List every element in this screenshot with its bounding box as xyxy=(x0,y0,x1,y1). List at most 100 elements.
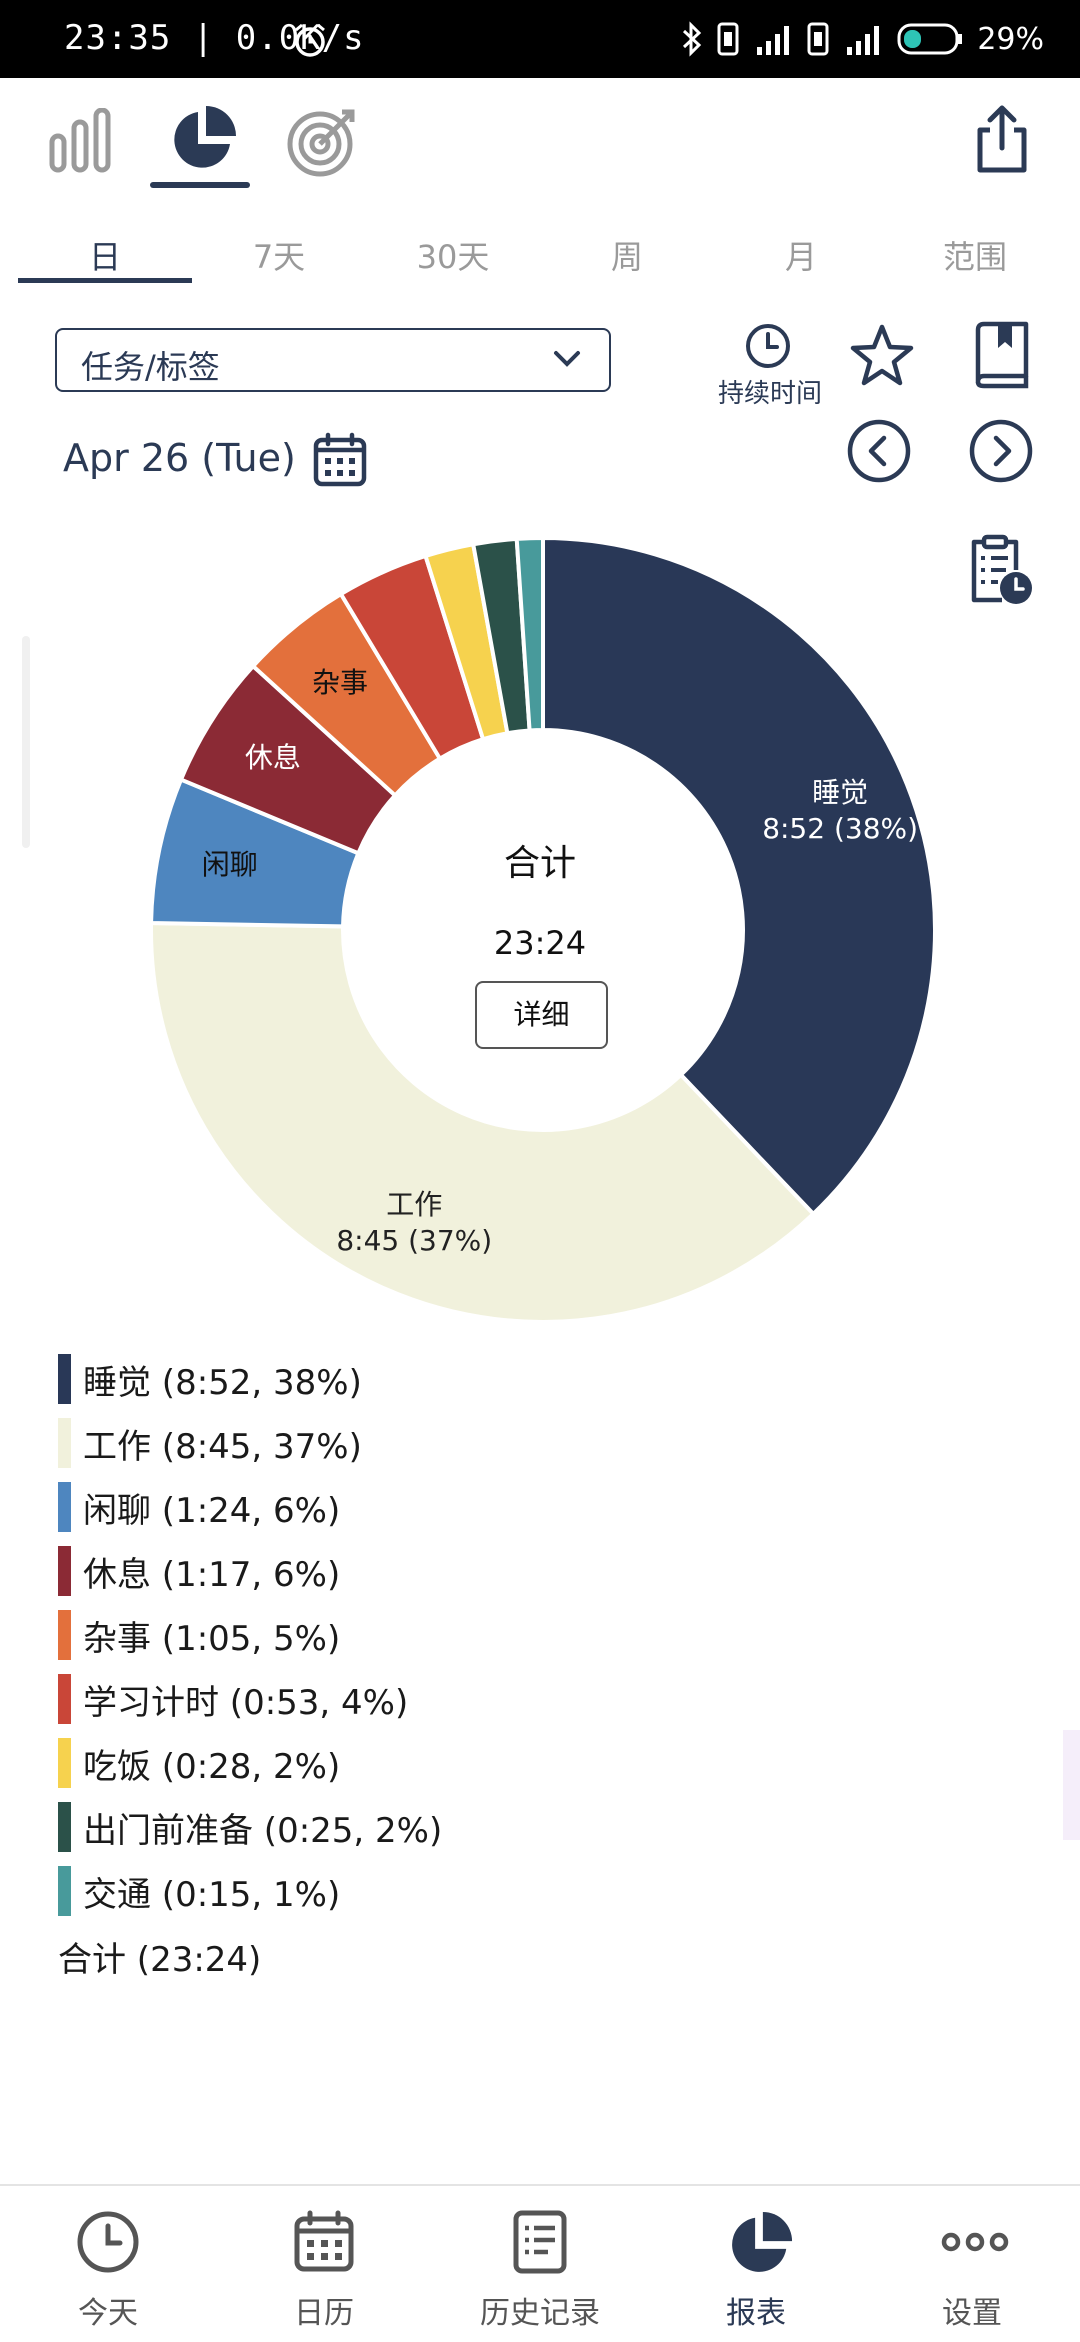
slice-label-0: 睡觉 8:52 (38%) xyxy=(720,775,960,847)
tab-day[interactable]: 日 xyxy=(88,238,121,276)
pie-slice-8[interactable] xyxy=(514,535,545,733)
nav-label: 报表 xyxy=(726,2296,786,2331)
nav-history[interactable]: 历史记录 xyxy=(432,2186,648,2342)
battery-icon xyxy=(897,23,963,55)
chart-center-total: 23:24 xyxy=(493,924,587,962)
legend-swatch xyxy=(58,1418,71,1468)
legend-item[interactable]: 出门前准备 (0:25, 2%) xyxy=(58,1802,442,1852)
slice-label-value: 8:52 (38%) xyxy=(762,812,919,846)
slice-label-name: 工作 xyxy=(386,1187,443,1221)
pie-chart-icon xyxy=(732,2211,793,2272)
slice-label-3: 休息 xyxy=(153,740,393,776)
tab-range[interactable]: 范围 xyxy=(942,238,1007,276)
dropdown-value: 任务/标签 xyxy=(81,348,220,386)
legend-swatch xyxy=(58,1546,71,1596)
legend-label: 闲聊 (1:24, 6%) xyxy=(83,1490,341,1531)
battery-percent: 29% xyxy=(977,21,1044,57)
scroll-indicator xyxy=(22,636,30,848)
legend-item[interactable]: 睡觉 (8:52, 38%) xyxy=(58,1354,362,1404)
donut-hole xyxy=(345,732,741,1128)
slice-label-name: 休息 xyxy=(244,741,301,775)
legend-item[interactable]: 交通 (0:15, 1%) xyxy=(58,1866,340,1916)
legend-swatch xyxy=(58,1802,71,1852)
prev-day-icon[interactable] xyxy=(846,418,912,484)
share-icon[interactable] xyxy=(974,104,1030,174)
legend-item[interactable]: 杂事 (1:05, 5%) xyxy=(58,1610,340,1660)
slice-label-name: 杂事 xyxy=(312,665,369,699)
legend-item[interactable]: 工作 (8:45, 37%) xyxy=(58,1418,362,1468)
legend-label: 交通 (0:15, 1%) xyxy=(83,1874,341,1915)
tab-active-indicator xyxy=(18,278,192,283)
calendar-icon xyxy=(294,2210,354,2272)
chart-center-title: 合计 xyxy=(503,843,576,884)
clock-icon[interactable] xyxy=(744,322,792,370)
sim2-icon xyxy=(807,22,829,56)
more-dots-icon xyxy=(941,2232,1009,2252)
next-day-icon[interactable] xyxy=(968,418,1034,484)
pie-chart xyxy=(149,535,937,1324)
slice-label-1: 工作 8:45 (37%) xyxy=(294,1187,534,1259)
legend-swatch xyxy=(58,1482,71,1532)
calendar-icon[interactable] xyxy=(312,432,368,488)
bar-chart-icon[interactable] xyxy=(48,108,112,174)
legend-label: 休息 (1:17, 6%) xyxy=(83,1554,341,1595)
nav-label: 历史记录 xyxy=(480,2296,600,2331)
pie-slice-1[interactable] xyxy=(149,920,817,1324)
mode-active-indicator xyxy=(150,182,250,188)
pie-slice-0[interactable] xyxy=(541,535,937,1217)
period-tabs: 日 7天 30天 周 月 范围 xyxy=(18,232,1062,280)
slice-label-value: 8:45 (37%) xyxy=(336,1223,493,1257)
signal-4g-icon xyxy=(757,26,790,55)
nav-reports[interactable]: 报表 xyxy=(648,2186,864,2342)
signal-4g-icon xyxy=(847,26,880,55)
legend-label: 工作 (8:45, 37%) xyxy=(83,1426,362,1467)
tab-week[interactable]: 周 xyxy=(610,238,643,276)
nav-label: 今天 xyxy=(78,2296,138,2331)
nav-label: 日历 xyxy=(294,2296,354,2331)
sim1-icon xyxy=(717,22,739,56)
legend-swatch xyxy=(58,1354,71,1404)
clipboard-clock-icon[interactable] xyxy=(966,534,1034,606)
legend-item[interactable]: 休息 (1:17, 6%) xyxy=(58,1546,340,1596)
task-tag-dropdown[interactable]: 任务/标签 xyxy=(55,328,611,392)
legend-label: 出门前准备 (0:25, 2%) xyxy=(83,1810,443,1851)
slice-label-2: 闲聊 xyxy=(110,847,350,883)
legend-item[interactable]: 学习计时 (0:53, 4%) xyxy=(58,1674,408,1724)
clock-icon xyxy=(77,2211,139,2273)
slice-label-name: 闲聊 xyxy=(201,847,258,881)
bookmark-book-icon[interactable] xyxy=(972,320,1032,390)
tab-month[interactable]: 月 xyxy=(784,238,817,276)
legend-swatch xyxy=(58,1674,71,1724)
bottom-navigation: 今天 日历 历史记录 报表 设置 xyxy=(0,2184,1080,2342)
legend-item[interactable]: 闲聊 (1:24, 6%) xyxy=(58,1482,340,1532)
status-bar: 23:35 | 0.0K/s 29% xyxy=(0,0,1080,78)
nav-calendar[interactable]: 日历 xyxy=(216,2186,432,2342)
status-time-speed: 23:35 | 0.0K/s xyxy=(64,18,365,58)
slice-label-4: 杂事 xyxy=(220,665,460,701)
nav-settings[interactable]: 设置 xyxy=(864,2186,1080,2342)
slice-label-name: 睡觉 xyxy=(812,776,869,810)
current-date[interactable]: Apr 26 (Tue) xyxy=(63,436,296,480)
legend-swatch xyxy=(58,1866,71,1916)
nav-label: 设置 xyxy=(942,2296,1002,2331)
legend-label: 吃饭 (0:28, 2%) xyxy=(83,1746,341,1787)
legend-swatch xyxy=(58,1738,71,1788)
legend-swatch xyxy=(58,1610,71,1660)
detail-button[interactable]: 详细 xyxy=(475,981,608,1049)
alarm-icon xyxy=(295,23,325,57)
legend-label: 学习计时 (0:53, 4%) xyxy=(83,1682,409,1723)
status-icons: 29% xyxy=(681,14,1044,64)
chevron-down-icon xyxy=(554,351,580,367)
nav-today[interactable]: 今天 xyxy=(0,2186,216,2342)
duration-label[interactable]: 持续时间 xyxy=(717,379,822,409)
pie-chart-icon[interactable] xyxy=(166,104,238,176)
star-icon[interactable] xyxy=(848,322,916,390)
edge-handle[interactable] xyxy=(1063,1730,1080,1840)
tab-7days[interactable]: 7天 xyxy=(252,238,306,276)
legend-label: 睡觉 (8:52, 38%) xyxy=(83,1362,362,1403)
target-icon[interactable] xyxy=(286,106,358,178)
legend-label: 杂事 (1:05, 5%) xyxy=(83,1618,341,1659)
legend-item[interactable]: 吃饭 (0:28, 2%) xyxy=(58,1738,340,1788)
legend-total: 合计 (23:24) xyxy=(58,1940,262,1980)
tab-30days[interactable]: 30天 xyxy=(416,238,490,276)
